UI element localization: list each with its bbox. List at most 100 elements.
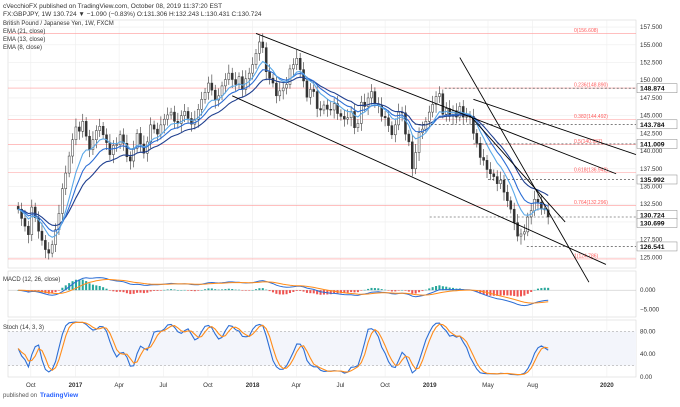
macd-histogram-bar: [231, 288, 234, 291]
macd-histogram-bar: [88, 283, 91, 291]
candle: [356, 123, 360, 128]
candle: [47, 249, 51, 254]
candle: [353, 111, 356, 128]
candle: [112, 145, 115, 155]
candle: [207, 82, 210, 93]
candle: [394, 124, 397, 136]
macd-histogram-bar: [285, 290, 288, 295]
price-tick-label: 127.500: [640, 237, 663, 244]
candle: [465, 116, 468, 118]
candle: [339, 113, 343, 117]
price-tag-box: [636, 119, 678, 130]
time-tick-label: Aug: [527, 382, 539, 389]
macd-histogram-bar: [540, 288, 543, 291]
candle: [475, 133, 479, 144]
candle: [322, 104, 326, 111]
macd-histogram-bar: [153, 290, 156, 291]
fib-level-label: 0.764(132.296): [574, 200, 608, 206]
candle: [278, 90, 282, 97]
candle: [410, 141, 414, 170]
fib-retracement: 0(156.608) 0.236(148.890) 0.382(144.492) 0.…: [8, 28, 636, 259]
macd-histogram-bar: [401, 289, 404, 291]
candle: [152, 124, 156, 130]
candle: [455, 110, 458, 118]
stoch-pane: [8, 321, 636, 376]
candle: [485, 160, 489, 170]
price-axis-tags: 148.874 143.784 141.009 135.992 130.724130.6…: [636, 83, 678, 252]
price-tick-label: 155.000: [640, 42, 663, 49]
price-tick-label: 135.000: [640, 184, 663, 191]
macd-histogram-bar: [261, 288, 264, 291]
price-tag-box: [636, 174, 678, 185]
macd-tick-label: 0.000: [640, 287, 656, 294]
candle: [292, 64, 295, 70]
ema-lines: [17, 60, 549, 238]
candle: [16, 206, 20, 210]
macd-histogram-bar: [346, 290, 349, 293]
candle: [213, 89, 217, 101]
candle: [495, 176, 499, 184]
macd-histogram-bar: [241, 290, 244, 291]
candle: [441, 93, 445, 115]
candle: [186, 111, 190, 119]
candle: [366, 97, 370, 107]
price-tick-label: 145.000: [640, 113, 663, 120]
candle: [183, 111, 186, 116]
macd-histogram-bar: [237, 289, 241, 291]
macd-histogram-bar: [166, 289, 169, 291]
candle: [523, 231, 526, 235]
macd-histogram-bar: [156, 290, 159, 291]
macd-histogram-bar: [499, 290, 502, 296]
publisher-line: cVecchioFX published on TradingView.com,…: [3, 3, 222, 10]
price-tag-label: 126.541: [640, 244, 665, 251]
candle: [95, 130, 98, 140]
candle: [44, 240, 47, 250]
price-tick-label: 125.000: [640, 254, 663, 261]
candle: [54, 229, 57, 245]
price-tick-label: 147.500: [640, 95, 663, 102]
macd-histogram-bar: [254, 289, 258, 291]
chart-grid: [7, 19, 637, 378]
candle: [40, 230, 44, 241]
macd-signal-line: [18, 279, 549, 304]
candle: [390, 125, 394, 136]
symbol-ohlc-line: FX:GBPJPY, 1W 130.724 ▼ −1.090 (−0.83%) …: [3, 11, 262, 18]
macd-histogram-bar: [132, 290, 135, 294]
candle: [203, 92, 207, 100]
macd-histogram-bar: [221, 289, 224, 291]
candle: [383, 116, 387, 119]
time-tick-label: 2019: [423, 382, 437, 389]
candle: [346, 117, 349, 120]
candle: [146, 141, 149, 154]
time-tick-label: Apr: [291, 382, 301, 389]
pane-frame: [7, 270, 637, 318]
macd-histogram-bar: [394, 290, 397, 292]
price-tag-label: 130.724: [640, 212, 665, 219]
macd-histogram-bar: [119, 290, 122, 292]
macd-histogram-bar: [428, 288, 431, 291]
candle: [84, 121, 88, 137]
macd-histogram-bar: [64, 285, 67, 291]
macd-histogram-bar: [387, 290, 390, 291]
header: cVecchioFX published on TradingView.com,…: [3, 3, 262, 331]
macd-histogram-bar: [316, 290, 319, 295]
channel-line: [473, 98, 637, 156]
stoch-title: Stoch (14, 3, 3): [3, 325, 44, 331]
macd-histogram-bar: [397, 290, 400, 291]
macd-histogram-bar: [418, 290, 421, 293]
candle: [288, 68, 292, 85]
candle: [268, 71, 271, 79]
macd-histogram-bar: [339, 290, 342, 294]
trend-channel: [232, 33, 637, 283]
candle: [220, 85, 224, 97]
macd-histogram-bar: [224, 289, 227, 291]
legend-ema8: EMA (8, close): [3, 45, 42, 51]
macd-histogram-bar: [125, 290, 128, 294]
macd-histogram-bar: [441, 286, 444, 291]
macd-histogram-bar: [146, 290, 149, 293]
candle: [98, 126, 101, 131]
macd-histogram-bar: [536, 288, 539, 291]
candle: [210, 82, 214, 91]
macd-histogram-bar: [502, 290, 506, 296]
macd-histogram-bar: [380, 289, 383, 291]
